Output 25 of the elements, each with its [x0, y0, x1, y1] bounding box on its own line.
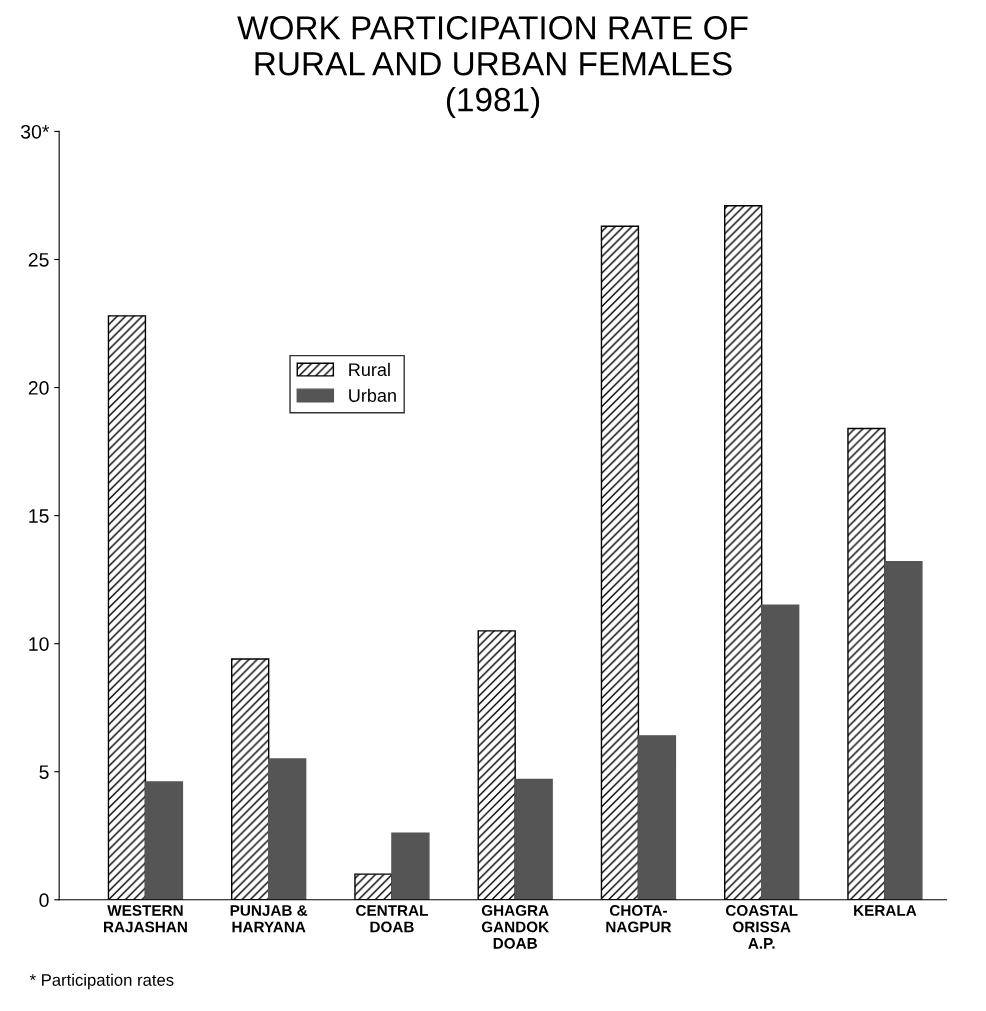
legend-label: Rural	[349, 362, 390, 377]
x-tick-label: COASTAL ORISSA A.P.	[725, 905, 798, 949]
y-tick-label: 25	[28, 252, 49, 267]
y-tick-label: 10	[29, 637, 49, 651]
bar	[884, 561, 923, 900]
x-tick-label: CENTRAL DOAB	[356, 905, 428, 933]
bar	[267, 758, 307, 900]
x-tick-label: WESTERN RAJASHAN	[104, 905, 187, 933]
legend-label: Urban	[349, 388, 396, 402]
y-tick-label: 5	[39, 765, 49, 779]
x-tick-label: GHAGRA GANDOK DOAB	[481, 905, 549, 949]
y-tick-label: 15	[29, 509, 49, 523]
bar	[391, 832, 430, 900]
text: * Participation rates	[29, 973, 174, 990]
bar	[637, 735, 677, 900]
chart-title: WORK PARTICIPATION RATE OF RURAL AND URBAN FEMALES (1981)	[237, 16, 748, 119]
y-tick-label: 20	[28, 381, 49, 395]
bar	[760, 604, 800, 900]
x-tick-label: KERALA	[854, 905, 917, 916]
bar	[514, 778, 553, 900]
y-tick-label: 30*	[20, 124, 50, 139]
x-tick-label: PUNJAB & HARYANA	[230, 905, 308, 933]
x-tick-label: CHOTA- NAGPUR	[606, 905, 672, 933]
y-tick-label: 0	[39, 893, 49, 908]
bar	[144, 781, 184, 900]
